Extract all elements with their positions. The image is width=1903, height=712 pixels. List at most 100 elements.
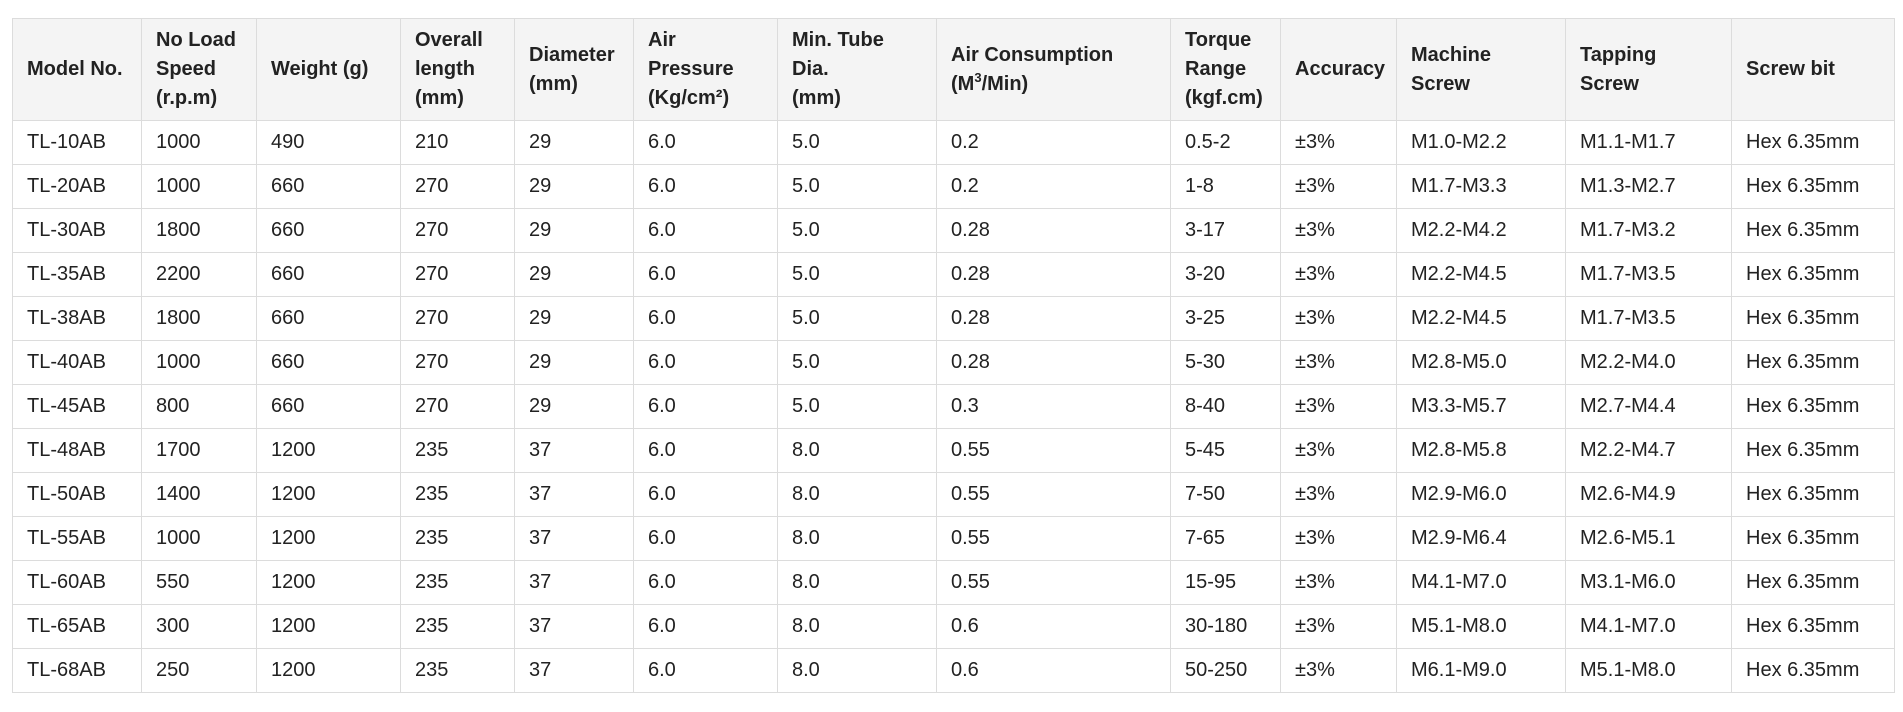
cell-machine-screw: M1.0-M2.2 [1396,120,1566,165]
cell-accuracy: ±3% [1280,120,1397,165]
cell-machine-screw: M6.1-M9.0 [1396,648,1566,693]
cell-air-consumption: 0.6 [936,604,1171,649]
cell-air-pressure: 6.0 [633,472,778,517]
cell-overall-length: 235 [400,472,515,517]
cell-screw-bit: Hex 6.35mm [1731,296,1895,341]
cell-air-pressure: 6.0 [633,252,778,297]
cell-weight: 660 [256,164,401,209]
cell-weight: 660 [256,384,401,429]
cell-screw-bit: Hex 6.35mm [1731,428,1895,473]
cell-tapping-screw: M1.7-M3.5 [1565,252,1732,297]
cell-overall-length: 270 [400,384,515,429]
cell-screw-bit: Hex 6.35mm [1731,604,1895,649]
cell-model-no: TL-30AB [12,208,142,253]
cell-tapping-screw: M5.1-M8.0 [1565,648,1732,693]
cell-air-pressure: 6.0 [633,296,778,341]
table-row: TL-65AB 300 1200 235 37 6.0 8.0 0.6 30-180 ±3% M5.… [12,604,1895,649]
cell-air-consumption: 0.3 [936,384,1171,429]
cell-diameter: 37 [514,472,634,517]
cell-air-pressure: 6.0 [633,516,778,561]
cell-diameter: 29 [514,340,634,385]
cell-air-consumption: 0.28 [936,340,1171,385]
cell-screw-bit: Hex 6.35mm [1731,560,1895,605]
cell-overall-length: 270 [400,164,515,209]
cell-air-pressure: 6.0 [633,648,778,693]
cell-min-tube-dia: 5.0 [777,384,937,429]
cell-no-load-speed: 2200 [141,252,257,297]
table-row: TL-50AB 1400 1200 235 37 6.0 8.0 0.55 7-50 ±3% M2.… [12,472,1895,517]
cell-weight: 660 [256,252,401,297]
cell-min-tube-dia: 5.0 [777,164,937,209]
cell-min-tube-dia: 8.0 [777,560,937,605]
table-row: TL-45AB 800 660 270 29 6.0 5.0 0.3 8-40 ±3% M3.3-M… [12,384,1895,429]
cell-tapping-screw: M3.1-M6.0 [1565,560,1732,605]
cell-machine-screw: M4.1-M7.0 [1396,560,1566,605]
cell-air-consumption: 0.55 [936,428,1171,473]
cell-weight: 490 [256,120,401,165]
table-row: TL-55AB 1000 1200 235 37 6.0 8.0 0.55 7-65 ±3% M2.… [12,516,1895,561]
header-air-consumption: Air Consumption (M3/Min) [936,18,1171,121]
cell-accuracy: ±3% [1280,648,1397,693]
cell-no-load-speed: 1000 [141,120,257,165]
header-accuracy: Accuracy [1280,18,1397,121]
cell-screw-bit: Hex 6.35mm [1731,164,1895,209]
cell-weight: 1200 [256,560,401,605]
cell-no-load-speed: 1000 [141,516,257,561]
table-body: TL-10AB 1000 490 210 29 6.0 5.0 0.2 0.5-2 ±3% M1.0… [12,120,1895,693]
cell-torque-range: 7-65 [1170,516,1281,561]
cell-min-tube-dia: 5.0 [777,120,937,165]
cell-tapping-screw: M1.7-M3.2 [1565,208,1732,253]
cell-overall-length: 235 [400,516,515,561]
header-row: Model No. No Load Speed (r.p.m) Weight (… [12,18,1895,121]
cell-air-pressure: 6.0 [633,164,778,209]
cell-air-consumption: 0.28 [936,208,1171,253]
cell-weight: 1200 [256,516,401,561]
cell-min-tube-dia: 8.0 [777,472,937,517]
cell-diameter: 29 [514,252,634,297]
cell-no-load-speed: 1000 [141,164,257,209]
cell-weight: 1200 [256,604,401,649]
cell-overall-length: 235 [400,604,515,649]
cell-air-consumption: 0.28 [936,252,1171,297]
cell-machine-screw: M2.9-M6.0 [1396,472,1566,517]
cell-torque-range: 5-45 [1170,428,1281,473]
cell-overall-length: 270 [400,296,515,341]
cell-tapping-screw: M1.1-M1.7 [1565,120,1732,165]
header-air-pressure: Air Pressure (Kg/cm²) [633,18,778,121]
cell-overall-length: 235 [400,428,515,473]
table-row: TL-60AB 550 1200 235 37 6.0 8.0 0.55 15-95 ±3% M4.… [12,560,1895,605]
cell-screw-bit: Hex 6.35mm [1731,208,1895,253]
cell-diameter: 29 [514,384,634,429]
cell-tapping-screw: M2.6-M5.1 [1565,516,1732,561]
cell-tapping-screw: M2.2-M4.7 [1565,428,1732,473]
cell-min-tube-dia: 5.0 [777,296,937,341]
cell-accuracy: ±3% [1280,164,1397,209]
cell-screw-bit: Hex 6.35mm [1731,648,1895,693]
header-screw-bit: Screw bit [1731,18,1895,121]
cell-screw-bit: Hex 6.35mm [1731,120,1895,165]
spec-table-container: Model No. No Load Speed (r.p.m) Weight (… [12,18,1895,693]
cell-tapping-screw: M4.1-M7.0 [1565,604,1732,649]
cell-machine-screw: M2.2-M4.2 [1396,208,1566,253]
cell-accuracy: ±3% [1280,208,1397,253]
cell-min-tube-dia: 8.0 [777,428,937,473]
cell-overall-length: 235 [400,648,515,693]
table-row: TL-35AB 2200 660 270 29 6.0 5.0 0.28 3-20 ±3% M2.2… [12,252,1895,297]
cell-min-tube-dia: 8.0 [777,648,937,693]
cell-tapping-screw: M1.3-M2.7 [1565,164,1732,209]
cell-air-consumption: 0.28 [936,296,1171,341]
cell-min-tube-dia: 5.0 [777,208,937,253]
cell-model-no: TL-60AB [12,560,142,605]
cell-air-consumption: 0.2 [936,120,1171,165]
cell-model-no: TL-20AB [12,164,142,209]
cell-torque-range: 5-30 [1170,340,1281,385]
cell-model-no: TL-50AB [12,472,142,517]
cell-model-no: TL-40AB [12,340,142,385]
cell-no-load-speed: 1800 [141,296,257,341]
cell-no-load-speed: 1000 [141,340,257,385]
cell-machine-screw: M5.1-M8.0 [1396,604,1566,649]
cell-air-consumption: 0.6 [936,648,1171,693]
cell-accuracy: ±3% [1280,472,1397,517]
cell-weight: 660 [256,340,401,385]
cell-torque-range: 1-8 [1170,164,1281,209]
